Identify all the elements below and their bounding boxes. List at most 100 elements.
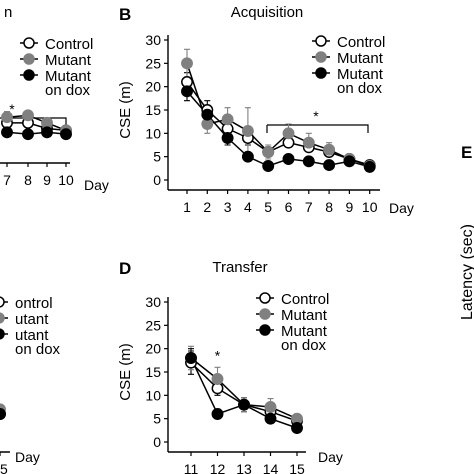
panel-d-y-tick-label: 30 [145,294,161,310]
panel-c-legend-marker [0,296,5,308]
panel-e-ylabel: Latency (sec) [459,224,474,320]
panel-b-x-tick-label: 5 [264,199,272,215]
panel-d-data-point-1 [264,401,277,413]
panel-b-legend-marker [315,51,327,63]
panel-d-legend-label: on dox [281,337,327,354]
panel-b-data-point-2 [282,153,295,165]
panel-b-title: Acquisition [231,4,304,21]
panel-d-legend-label: Mutant [281,323,328,340]
panel-b-data-point-2 [343,155,356,168]
panel-b-data-point-1 [241,125,254,137]
panel-b-x-tick-label: 2 [203,199,211,215]
panel-b-label: B [119,5,131,24]
panel-a-legend-marker [23,69,35,81]
panel-b-legend-label: Control [337,34,385,51]
text-layer: B Acquisition n D Transfer E Latency (se… [0,4,474,474]
panel-b-y-tick-label: 15 [145,102,161,118]
panel-a-data-point-2 [60,128,72,141]
panel-b-y-tick-label: 25 [145,55,161,71]
panel-d-data-point-2 [238,398,250,411]
panel-b-x-label: Day [389,200,414,216]
panel-b-data-point-1 [302,136,315,149]
panel-c-legend-label: utant [15,311,49,328]
marks-layer [0,57,376,434]
panel-b-data-point-2 [241,150,254,163]
panel-c-legend-marker [0,328,5,340]
panel-b-legend-marker [315,67,327,79]
panel-a-legend-label: Mutant [45,52,92,69]
axes-layer [0,35,380,456]
panel-d-x-label: Day [318,449,343,465]
panel-b-x-tick-label: 7 [305,199,313,215]
panel-b-data-point-1 [181,57,193,70]
panel-a-x-tick-label: 10 [58,172,74,188]
panel-a-data-point-1 [1,111,13,124]
panel-d-x-tick-label: 11 [184,461,199,474]
panel-b-data-point-2 [201,108,214,121]
panel-d-data-point-2 [185,352,197,364]
panel-b-legend-label: on dox [337,80,383,97]
panel-c-legend-marker [0,312,5,324]
panel-b-data-point-1 [323,143,336,156]
panel-b-series-line-0 [186,81,370,166]
panel-b-series-line-2 [186,90,370,168]
panel-d-y-tick-label: 25 [145,317,161,333]
panel-d-legend-label: Mutant [281,307,328,324]
panel-d-y-tick-label: 15 [145,364,161,380]
panel-b-data-point-2 [221,132,234,144]
panel-d-legend-label: Control [281,291,329,308]
panel-d-x-tick-label: 15 [289,461,305,474]
panel-b-data-point-2 [363,160,376,173]
panel-d-data-point-1 [211,373,224,385]
panel-d-data-point-2 [211,408,224,420]
panel-d-significance-star: * [215,347,221,363]
panel-a-series-line-1 [6,114,67,132]
panel-b-data-point-1 [221,113,234,126]
panel-d-label: D [119,259,131,278]
panel-a-data-point-2 [22,128,34,141]
panel-b-y-tick-label: 30 [145,32,161,48]
panel-c-legend-label: on dox [15,341,61,358]
lines-layer [0,48,373,431]
panel-b-legend-label: Mutant [337,66,384,83]
panel-d-data-point-2 [264,412,277,425]
panel-b-significance-bar [266,124,369,133]
panel-a-legend-label: Mutant [45,68,92,85]
panel-c-x-label: Day [15,449,40,465]
panel-a-x-tick-label: 7 [3,172,11,188]
panel-b-legend-marker [315,35,327,47]
panel-b-x-tick-label: 9 [346,199,354,215]
panel-b-x-tick-label: 8 [325,199,333,215]
panel-d-y-tick-label: 20 [145,341,161,357]
panel-a-x-tick-label: 8 [24,172,32,188]
panel-b-y-tick-label: 10 [145,125,161,141]
panel-a-legend-marker [23,53,35,65]
panel-b-x-tick-label: 3 [224,199,232,215]
panel-a-legend-marker [23,37,35,49]
panel-c-x-tick-label: 15 [0,461,8,474]
panel-a-legend-label: Control [45,36,93,53]
panel-b-x-tick-label: 1 [183,199,191,215]
panel-a-title: n [4,4,12,21]
panel-d-y-tick-label: 10 [145,387,161,403]
panel-d-x-tick-label: 12 [210,461,226,474]
panel-b-data-point-2 [323,159,336,172]
panel-b-data-point-1 [262,146,275,158]
panel-a-legend-label: on dox [45,82,91,99]
panel-b-data-point-1 [282,127,295,140]
panel-a-x-tick-label: 9 [43,172,51,188]
panel-b-x-tick-label: 10 [362,199,378,215]
panel-b-y-tick-label: 5 [153,149,161,165]
panel-d-y-label: CSE (m) [117,343,134,401]
panel-a-series-line-2 [6,131,67,135]
panel-b-significance-star: * [313,108,319,124]
panel-c-legend-label: ontrol [15,295,53,312]
panel-a-data-point-2 [1,126,13,139]
panel-d-y-tick-label: 0 [153,434,161,450]
panel-d-legend-marker [259,292,271,304]
panel-e-label: E [461,143,472,162]
panel-b-data-point-2 [262,160,275,172]
panel-a-data-point-1 [22,109,34,122]
panel-b-y-label: CSE (m) [117,81,134,139]
